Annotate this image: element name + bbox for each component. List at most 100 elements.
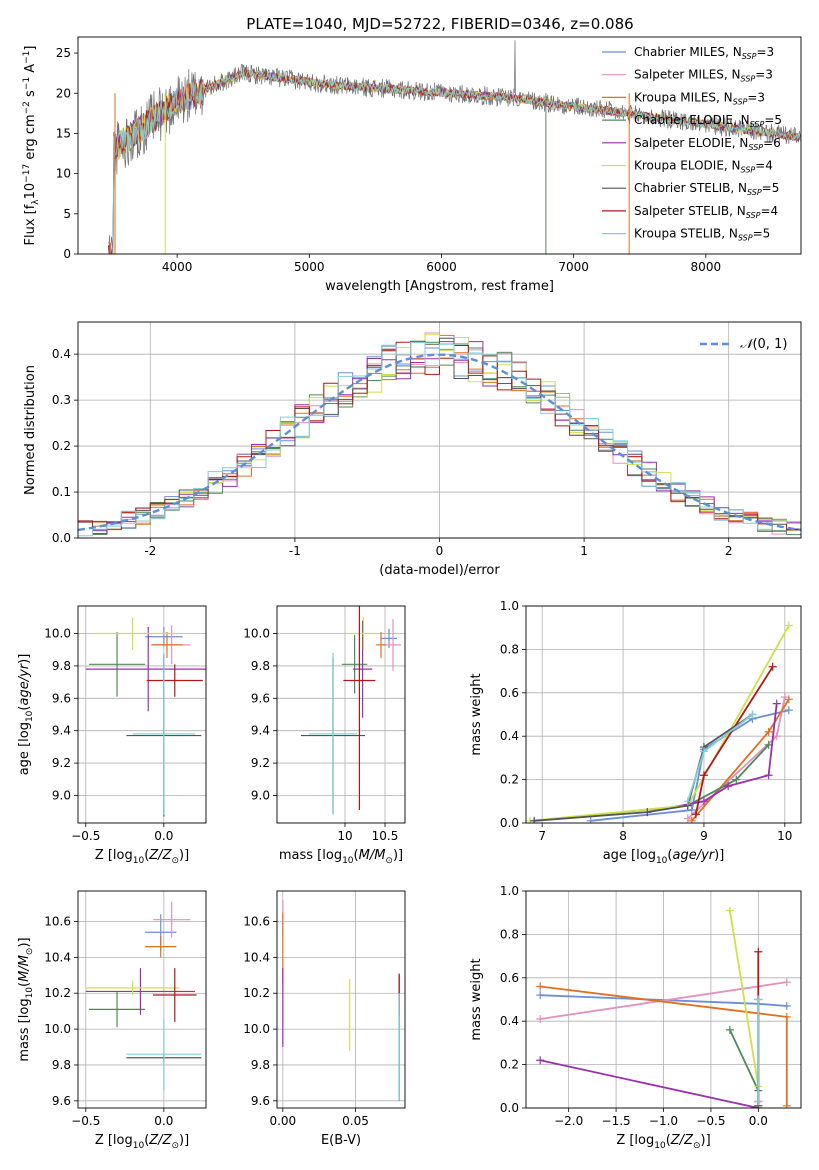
salp_miles-weight-marker bbox=[780, 693, 789, 702]
y-tick-label: 10 bbox=[56, 167, 71, 181]
x-tick-label: −0.5 bbox=[696, 1114, 725, 1128]
x-tick-label: 8000 bbox=[691, 260, 722, 274]
salp_miles-weight-marker bbox=[772, 732, 781, 741]
axes-frame bbox=[77, 605, 207, 824]
salp_elodie-errorbar bbox=[85, 627, 206, 712]
y-tick-label: 0.0 bbox=[500, 1101, 519, 1115]
spectrum-panel: 4000 5000 6000 7000 8000 0 5 10 15 20 25 wavelength… bbox=[22, 36, 802, 294]
y-tick-label: 10.0 bbox=[44, 1022, 71, 1036]
x-tick-label: 0 bbox=[436, 544, 444, 558]
x-tick-label: 2 bbox=[725, 544, 733, 558]
y-tick-label: 0.2 bbox=[500, 773, 519, 787]
y-tick-label: 10.2 bbox=[44, 986, 71, 1000]
salp_miles-weight-marker bbox=[782, 978, 791, 987]
y-tick-label: 0.3 bbox=[52, 393, 71, 407]
krou_miles-errorbar bbox=[151, 631, 183, 658]
y-tick-label: 10.6 bbox=[44, 914, 71, 928]
krou_miles-weight-marker bbox=[782, 1101, 791, 1108]
salp_stelib-weight-marker bbox=[754, 947, 763, 956]
salp_elodie-weight-marker bbox=[536, 1056, 545, 1065]
y-tick-label: 0.0 bbox=[52, 531, 71, 545]
y-tick-label: 10.4 bbox=[44, 950, 71, 964]
axes-frame bbox=[525, 890, 802, 1109]
y-tick-label: 0.4 bbox=[500, 729, 519, 743]
residuals-plot-area bbox=[78, 332, 801, 537]
legend-entry: Chabrier ELODIE, NSSP=5 bbox=[634, 113, 782, 129]
mass_vs_z-plot-area bbox=[85, 901, 202, 1091]
krou_elodie-weight-line bbox=[729, 910, 760, 1106]
x-tick-label: −1.5 bbox=[602, 1114, 631, 1128]
legend-entry: Kroupa ELODIE, NSSP=4 bbox=[634, 159, 773, 175]
chab_elodie-errorbar bbox=[88, 631, 146, 697]
axes-frame bbox=[77, 36, 802, 255]
x-tick-label: 0.00 bbox=[269, 1114, 296, 1128]
salp_stelib-errorbar bbox=[152, 968, 197, 1022]
krou_stelib-errorbar bbox=[126, 1018, 202, 1091]
x-tick-label: 1 bbox=[580, 544, 588, 558]
krou_elodie-weight-marker bbox=[725, 906, 734, 915]
gaussian-curve bbox=[78, 353, 801, 532]
y-axis-label: mass weight bbox=[469, 958, 484, 1040]
salp_miles-weight-marker bbox=[536, 1015, 545, 1024]
y-tick-label: 9.8 bbox=[251, 1058, 270, 1072]
y-tick-label: 0 bbox=[63, 247, 71, 261]
krou_stelib-spectrum-line bbox=[108, 69, 801, 254]
x-axis-label: age [log10(age/yr)] bbox=[603, 848, 725, 866]
chab_miles-weight-marker bbox=[536, 991, 545, 1000]
y-tick-label: 9.0 bbox=[251, 788, 270, 802]
weight_vs_age-plot-area bbox=[526, 621, 793, 823]
x-axis-label: Z [log10(Z/Z⊙)] bbox=[616, 1133, 710, 1151]
spectrum-plot-area bbox=[107, 40, 801, 254]
salp_elodie-errorbar bbox=[85, 968, 196, 1015]
salp_elodie-weight-marker bbox=[772, 699, 781, 708]
y-tick-label: 9.8 bbox=[251, 659, 270, 673]
y-tick-label: 0.0 bbox=[500, 816, 519, 830]
legend-entry: Chabrier MILES, NSSP=3 bbox=[634, 45, 774, 61]
y-tick-label: 0.6 bbox=[500, 686, 519, 700]
chab_elodie-weight-line bbox=[729, 1029, 760, 1106]
figure-title: PLATE=1040, MJD=52722, FIBERID=0346, z=0… bbox=[246, 15, 633, 33]
krou_miles-errorbar bbox=[376, 631, 386, 658]
age_vs_z-panel: −0.5 0.0 9.0 9.2 9.4 9.6 9.8 10.0 Z [log10(Z/Z⊙)… bbox=[17, 605, 207, 866]
axes-frame bbox=[77, 321, 802, 539]
age_vs_z-plot-area bbox=[85, 617, 206, 817]
y-tick-label: 0.6 bbox=[500, 971, 519, 985]
weight_vs_z-panel: −2.0 −1.5 −1.0 −0.5 0.0 0.0 0.2 0.4 0.6 0.8 1.0 Z [… bbox=[469, 884, 802, 1151]
krou_miles-errorbar bbox=[145, 935, 177, 958]
y-tick-label: 9.6 bbox=[52, 691, 71, 705]
y-tick-label: 25 bbox=[56, 46, 71, 60]
salp_stelib-errorbar bbox=[343, 606, 376, 811]
x-tick-label: −1.0 bbox=[649, 1114, 678, 1128]
chab_stelib-weight-marker bbox=[643, 808, 652, 817]
y-tick-label: 0.2 bbox=[500, 1058, 519, 1072]
x-axis-label: Z [log10(Z/Z⊙)] bbox=[95, 1133, 189, 1151]
chab_miles-errorbar bbox=[145, 627, 183, 647]
y-tick-label: 0.2 bbox=[52, 439, 71, 453]
x-tick-label: -2 bbox=[144, 544, 156, 558]
y-tick-label: 9.8 bbox=[52, 659, 71, 673]
y-axis-label: Normed distribution bbox=[23, 365, 38, 495]
krou_elodie-errorbar bbox=[85, 980, 180, 996]
weight_vs_age-panel: 7 8 9 10 0.0 0.2 0.4 0.6 0.8 1.0 age [log10(age/yr… bbox=[469, 599, 802, 866]
x-tick-label: 0.05 bbox=[342, 1114, 369, 1128]
x-tick-label: −0.5 bbox=[71, 1114, 100, 1128]
legend-entry: Salpeter ELODIE, NSSP=6 bbox=[634, 136, 781, 152]
axes-frame bbox=[525, 605, 802, 824]
krou_miles-weight-marker bbox=[764, 727, 773, 736]
chab_miles-weight-marker bbox=[784, 706, 793, 715]
salp_elodie-weight-marker bbox=[724, 782, 733, 791]
salp_elodie-weight-line bbox=[540, 1059, 759, 1108]
y-tick-label: 9.6 bbox=[251, 691, 270, 705]
mass_vs_ebv-plot-area bbox=[282, 899, 400, 1101]
chab_elodie-weight-marker bbox=[725, 1025, 734, 1034]
y-tick-label: 0.4 bbox=[52, 347, 71, 361]
salp_miles-errorbar bbox=[152, 901, 191, 938]
y-tick-label: 9.6 bbox=[52, 1094, 71, 1108]
chab_elodie-weight-marker bbox=[732, 775, 741, 784]
salp_stelib-residual-hist bbox=[78, 341, 801, 535]
x-tick-label: −0.5 bbox=[71, 829, 100, 843]
krou_elodie-weight-marker bbox=[784, 621, 793, 630]
y-tick-label: 15 bbox=[56, 126, 71, 140]
krou_stelib-weight-marker bbox=[683, 797, 692, 806]
